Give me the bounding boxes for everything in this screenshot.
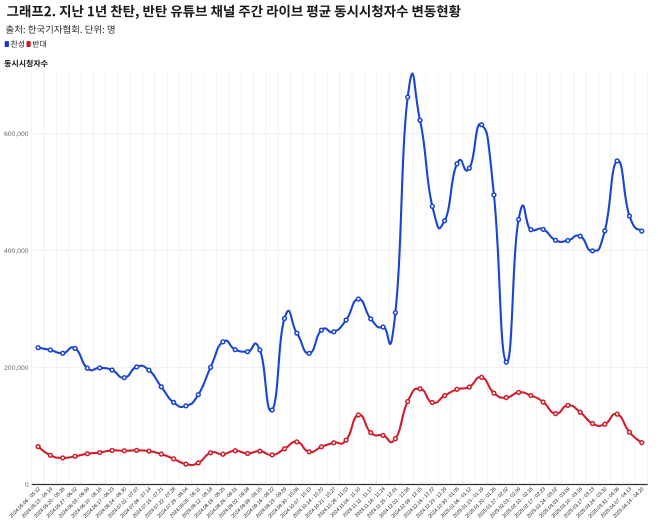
svg-text:400,000: 400,000 — [4, 248, 29, 255]
svg-text:200,000: 200,000 — [4, 365, 29, 372]
svg-text:0: 0 — [25, 482, 29, 489]
svg-text:600,000: 600,000 — [4, 131, 29, 138]
